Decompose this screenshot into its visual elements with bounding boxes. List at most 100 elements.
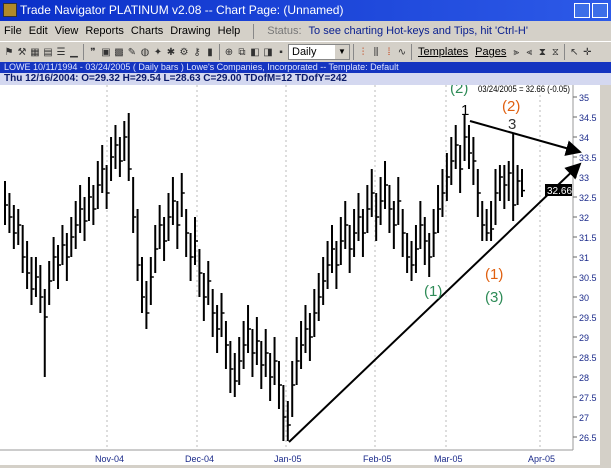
chevron-down-icon[interactable]: ▼ <box>335 45 349 59</box>
price-bar <box>313 289 318 337</box>
print-icon[interactable]: ▤ <box>43 46 53 58</box>
period-select[interactable]: Daily ▼ <box>288 44 350 60</box>
menu-charts[interactable]: Charts <box>130 25 164 37</box>
quote-icon[interactable]: ❞ <box>90 46 96 58</box>
pages-menu[interactable]: Pages <box>475 46 507 58</box>
bug-icon[interactable]: ✱ <box>166 46 176 58</box>
menu-view[interactable]: View <box>54 25 79 37</box>
price-bar <box>233 353 238 397</box>
price-bar <box>136 209 141 281</box>
price-bar <box>149 257 154 305</box>
page-next-icon[interactable]: ◨ <box>263 46 273 58</box>
price-bar <box>348 225 353 273</box>
price-bar <box>87 177 92 221</box>
tools-icon[interactable]: ⚒ <box>17 46 27 58</box>
bars-icon[interactable]: ▁ <box>70 46 78 58</box>
price-bar <box>202 273 207 321</box>
cursor-icon[interactable]: ↖ <box>570 46 579 58</box>
price-bar <box>330 225 335 273</box>
price-bar <box>277 361 282 409</box>
menu-file[interactable]: File <box>4 25 22 37</box>
menu-drawing[interactable]: Drawing <box>170 25 211 37</box>
price-bar <box>521 169 525 197</box>
price-bar <box>498 165 503 201</box>
ohlc-bars-icon[interactable]: ⫶ <box>361 46 365 58</box>
price-bar <box>437 185 442 233</box>
x-tick-label: Jan-05 <box>274 454 302 464</box>
menu-reports[interactable]: Reports <box>85 25 124 37</box>
price-bar <box>472 137 477 185</box>
wave-label-orange-2: (2) <box>502 98 520 115</box>
price-bar <box>286 401 291 441</box>
price-bar <box>251 329 256 377</box>
y-tick-label: 35 <box>579 93 589 103</box>
menu-help[interactable]: Help <box>217 25 241 37</box>
pin-icon[interactable]: ✦ <box>153 46 163 58</box>
candles-icon[interactable]: ⫼ <box>373 46 379 58</box>
price-bar <box>392 201 397 249</box>
price-bar <box>26 241 31 289</box>
key-icon[interactable]: ⚷ <box>193 46 201 58</box>
price-bar <box>490 201 495 241</box>
y-tick-label: 32 <box>579 213 589 223</box>
signals-icon[interactable]: ⧖ <box>551 46 559 58</box>
price-bar <box>317 273 322 321</box>
toolbar: ⚑ ⚒ ▦ ▤ ☰ ▁ ❞ ▣ ▩ ✎ ◍ ✦ ✱ ⚙ ⚷ ▮ ⊕ ⧉ ◧ ◨ … <box>0 41 611 62</box>
brush-icon[interactable]: ✎ <box>127 46 137 58</box>
highlight-icon[interactable]: ⧗ <box>538 46 546 58</box>
lower-trendline[interactable] <box>288 162 582 443</box>
price-chart[interactable]: 35 34.5 34 33.5 33 32.5 32 31.5 31 30.5 30 29.5 29 28… <box>0 80 600 465</box>
price-bar <box>39 265 44 313</box>
divider <box>353 44 354 60</box>
price-bar <box>308 313 313 361</box>
studies-icon[interactable]: ⫸ <box>513 46 520 58</box>
gear-icon[interactable]: ⚙ <box>179 46 189 58</box>
file-icon[interactable]: ▮ <box>207 46 213 58</box>
indicators-icon[interactable]: ⫷ <box>526 46 533 58</box>
price-bar <box>322 257 327 305</box>
price-bar <box>114 125 119 169</box>
line-chart-icon[interactable]: ∿ <box>397 46 407 58</box>
grid-icon[interactable]: ▣ <box>101 46 111 58</box>
y-tick-label: 34 <box>579 133 589 143</box>
price-bar <box>52 237 57 281</box>
divider <box>411 44 412 60</box>
price-bar <box>481 201 486 241</box>
minimize-button[interactable] <box>574 3 590 18</box>
price-bar <box>375 193 380 241</box>
price-bar <box>163 217 168 261</box>
wave-label-green-3: (3) <box>485 289 503 306</box>
zoom-icon[interactable]: ⊕ <box>224 46 234 58</box>
list-icon[interactable]: ☰ <box>56 46 66 58</box>
price-bar <box>512 133 517 221</box>
upper-trendline[interactable] <box>469 120 582 156</box>
templates-menu[interactable]: Templates <box>418 46 469 58</box>
price-bar <box>260 341 265 389</box>
price-bar <box>154 225 159 273</box>
right-scroll-strip[interactable] <box>600 85 611 465</box>
globe-icon[interactable]: ◍ <box>140 46 150 58</box>
chart-svg[interactable]: 3534.53433.53332.53231.53130.53029.52928… <box>0 80 600 465</box>
chart-icon[interactable]: ▦ <box>30 46 40 58</box>
price-bar <box>74 201 79 249</box>
wave-label-orange-1: (1) <box>485 266 503 283</box>
traffic-light-icon[interactable]: ⚑ <box>4 46 14 58</box>
crosshair-icon[interactable]: ✛ <box>583 46 592 58</box>
y-tick-label: 29.5 <box>579 313 597 323</box>
price-bar <box>516 165 521 205</box>
price-bar <box>21 225 26 273</box>
price-bar <box>17 209 22 245</box>
restore-button[interactable] <box>592 3 608 18</box>
copy-icon[interactable]: ⧉ <box>238 46 246 58</box>
page-prev-icon[interactable]: ◧ <box>250 46 260 58</box>
divider <box>83 44 84 60</box>
price-bar <box>127 113 132 181</box>
period-value: Daily <box>292 46 317 58</box>
menu-edit[interactable]: Edit <box>28 25 48 37</box>
x-tick-label: Mar-05 <box>434 454 463 464</box>
price-bar <box>304 305 309 353</box>
hlc-bars-icon[interactable]: ⁞ <box>387 46 391 58</box>
status-label: Status: <box>267 25 302 37</box>
table-icon[interactable]: ▩ <box>114 46 124 58</box>
price-bar <box>428 233 433 277</box>
